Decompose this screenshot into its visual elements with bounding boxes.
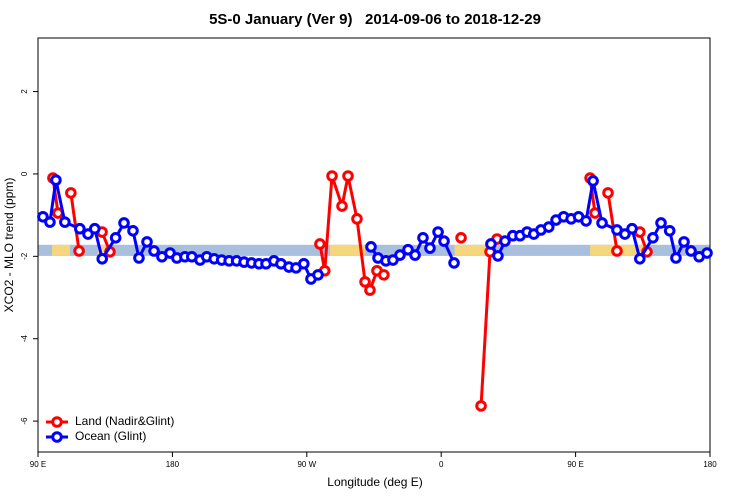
data-point	[351, 213, 363, 225]
data-point	[342, 170, 354, 182]
data-point	[127, 224, 139, 237]
data-point	[492, 250, 504, 262]
x-tick-label: 90 W	[297, 460, 316, 469]
data-point	[626, 222, 638, 235]
data-point	[475, 400, 487, 412]
data-point	[378, 269, 390, 281]
x-axis-label: Longitude (deg E)	[327, 475, 422, 489]
x-tick-label: 90 E	[567, 460, 583, 469]
y-tick-label: -6	[20, 417, 29, 425]
data-point	[655, 217, 667, 229]
data-point	[65, 187, 77, 199]
data-point	[485, 238, 497, 250]
data-point	[596, 217, 608, 229]
data-point	[685, 245, 697, 257]
data-point	[602, 187, 614, 199]
series-line	[51, 174, 649, 406]
data-point	[59, 216, 71, 228]
data-point	[701, 247, 713, 259]
data-point	[312, 269, 324, 281]
data-point	[432, 226, 444, 238]
data-point	[148, 245, 160, 257]
data-point	[448, 257, 460, 269]
data-point	[499, 235, 511, 247]
data-point	[336, 200, 348, 212]
y-tick-label: 2	[20, 89, 29, 94]
data-point	[44, 216, 56, 228]
data-point	[314, 238, 326, 250]
data-point	[326, 170, 338, 182]
data-point	[109, 231, 122, 244]
data-point	[133, 252, 145, 264]
data-point	[542, 221, 555, 233]
land-band	[454, 244, 488, 256]
legend-label: Ocean (Glint)	[75, 429, 146, 443]
chart-title: 5S-0 January (Ver 9) 2014-09-06 to 2018-…	[209, 11, 541, 28]
data-point	[298, 257, 310, 270]
y-tick-label: -4	[20, 335, 29, 343]
data-point	[96, 252, 109, 265]
data-point	[417, 231, 429, 244]
legend-marker	[51, 431, 63, 443]
x-tick-label: 90 E	[30, 460, 46, 469]
data-point	[670, 252, 682, 264]
plot-frame	[37, 37, 711, 453]
land-band	[329, 244, 366, 256]
data-point	[141, 236, 153, 248]
x-tick-label: 180	[166, 460, 180, 469]
data-point	[88, 222, 101, 235]
data-point	[678, 236, 690, 248]
data-point	[50, 174, 62, 186]
data-point	[424, 242, 436, 254]
legend-label: Land (Nadir&Glint)	[75, 414, 174, 428]
data-point	[74, 222, 86, 235]
data-point	[587, 175, 599, 187]
data-point	[611, 245, 623, 257]
x-tick-label: 180	[703, 460, 717, 469]
data-point	[663, 224, 676, 237]
data-point	[580, 215, 592, 227]
data-point	[394, 249, 406, 261]
x-tick-label: 0	[439, 460, 444, 469]
data-point	[619, 228, 631, 240]
data-point	[647, 231, 659, 244]
y-tick-label: 0	[20, 171, 29, 176]
land-band	[52, 244, 70, 256]
data-point	[359, 276, 371, 288]
y-tick-label: -2	[20, 252, 29, 260]
data-point	[37, 210, 49, 223]
data-point	[118, 217, 130, 229]
data-point	[73, 245, 85, 257]
data-point	[634, 252, 646, 265]
y-axis-label: XCO2 - MLO trend (ppm)	[2, 178, 16, 313]
data-point	[438, 235, 450, 247]
data-point	[455, 231, 467, 244]
data-point	[364, 284, 376, 296]
data-point	[402, 243, 414, 256]
legend-marker	[51, 416, 63, 428]
data-point	[409, 249, 421, 261]
data-point	[365, 241, 377, 253]
